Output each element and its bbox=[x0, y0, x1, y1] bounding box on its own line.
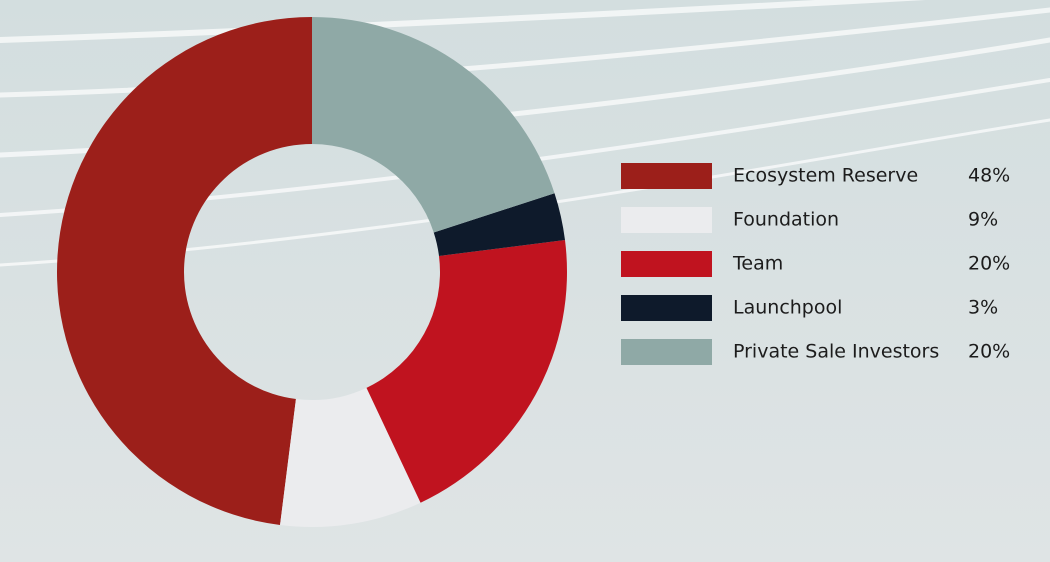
legend-swatch bbox=[621, 163, 712, 189]
donut-slice bbox=[366, 240, 567, 503]
legend-value: 9% bbox=[968, 209, 998, 231]
legend-label: Ecosystem Reserve bbox=[733, 165, 918, 187]
donut-slice bbox=[312, 17, 555, 233]
legend-swatch bbox=[621, 295, 712, 321]
legend-label: Foundation bbox=[733, 209, 839, 231]
donut-slice bbox=[433, 193, 565, 256]
legend: Ecosystem Reserve 48% Foundation 9% Team 20% L… bbox=[621, 163, 1010, 365]
donut bbox=[56, 17, 567, 527]
legend-swatch bbox=[621, 207, 712, 233]
donut-slice bbox=[56, 17, 312, 525]
legend-label: Team bbox=[732, 253, 783, 275]
legend-value: 3% bbox=[968, 297, 998, 319]
legend-label: Private Sale Investors bbox=[733, 341, 939, 363]
legend-swatch bbox=[621, 251, 712, 277]
legend-value: 48% bbox=[968, 165, 1010, 187]
legend-value: 20% bbox=[968, 341, 1010, 363]
donut-slice bbox=[280, 387, 421, 527]
legend-swatch bbox=[621, 339, 712, 365]
legend-value: 20% bbox=[968, 253, 1010, 275]
legend-label: Launchpool bbox=[733, 297, 842, 319]
